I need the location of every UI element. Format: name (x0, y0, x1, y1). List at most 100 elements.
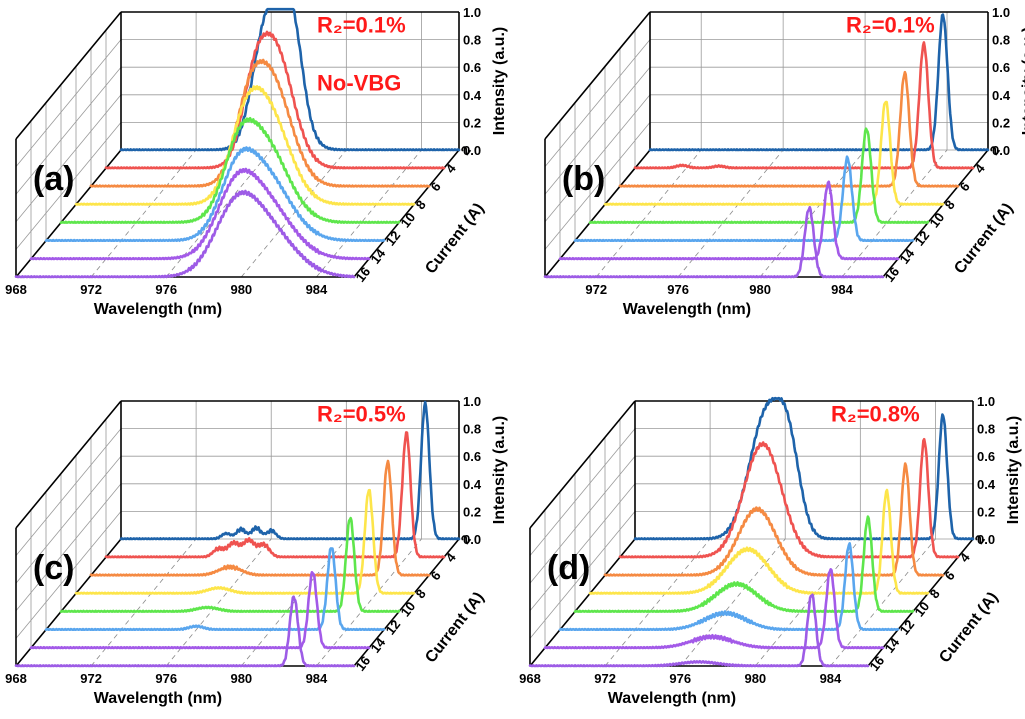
series-line-12A (44, 146, 386, 242)
z-tick-label: 0.4 (463, 477, 482, 492)
panel-label: (c) (33, 549, 75, 587)
z-tick-label: 1.0 (463, 394, 481, 409)
floor-gridline (759, 149, 866, 278)
panel-a: 968 972 976 980 984 Wavelength (nm) 1.0 0.8 0.6 0… (5, 5, 508, 318)
z-tick-label: 0.4 (463, 88, 482, 103)
x-tick-label: 976 (669, 671, 691, 686)
grid-depth (15, 66, 122, 195)
back-wall-grid (634, 400, 973, 540)
grid-depth (15, 455, 122, 584)
grid-depth (15, 511, 122, 639)
z-axis-title: Intensity (a.u.) (491, 416, 508, 524)
z-axis-title: Intensity (a.u.) (491, 27, 508, 135)
series-line-16A (528, 593, 870, 668)
series-line-16A (14, 595, 356, 668)
current-tick-label: 10 (927, 210, 948, 231)
floor-gridline (316, 538, 422, 667)
z-tick-label: 0.6 (992, 60, 1010, 75)
z-tick-label: 0.6 (463, 60, 481, 75)
grid-depth (15, 428, 122, 556)
z-tick-label: 1.0 (992, 5, 1010, 20)
z-tick-label: 0.8 (992, 33, 1010, 48)
axis-edge (544, 149, 651, 278)
series-line-6A (603, 462, 945, 577)
current-tick-label: 16 (882, 264, 903, 285)
axis-edge (15, 149, 122, 278)
current-tick-label: 6 (942, 568, 958, 583)
annotation-text: R₂=0.1% (317, 13, 406, 38)
x-tick-label: 976 (155, 671, 177, 686)
current-tick-label: 8 (942, 197, 958, 212)
series-line-12A (558, 542, 900, 631)
series-line-14A (29, 571, 371, 650)
series-line-14A (29, 167, 371, 261)
grid-depth (15, 94, 122, 223)
x-axis-title: Wavelength (nm) (608, 690, 736, 707)
z-tick-label: 0.8 (463, 33, 481, 48)
current-tick-label: 4 (957, 549, 974, 565)
series-line-6A (618, 70, 960, 188)
annotation-text: R₂=0.1% (846, 13, 935, 38)
x-tick-label: 972 (80, 671, 102, 686)
series-line-14A (543, 568, 885, 650)
current-tick-label: 14 (882, 634, 903, 655)
current-tick-label: 6 (428, 179, 444, 194)
left-wall-grid (15, 11, 122, 278)
floor-gridline (841, 149, 948, 278)
axis-edge (15, 538, 122, 667)
series-line-6A (89, 459, 431, 577)
current-axis-title: Current (A) (422, 589, 487, 666)
current-tick-label: 10 (398, 210, 419, 231)
current-tick-label: 12 (383, 228, 404, 249)
grid-depth (15, 122, 122, 250)
x-tick-label: 984 (820, 671, 842, 686)
floor-gridline (830, 538, 936, 667)
x-axis-title: Wavelength (nm) (94, 690, 222, 707)
x-tick-label: 972 (80, 282, 102, 297)
grid-depth (15, 483, 122, 612)
z-tick-label: 0.8 (463, 422, 481, 437)
axis-edge (867, 538, 974, 667)
current-tick-label: 4 (972, 160, 989, 176)
current-tick-label: 12 (897, 617, 918, 638)
grid-depth (544, 66, 651, 195)
current-tick-label: 12 (383, 617, 404, 638)
series-line-8A (74, 85, 416, 206)
x-tick-label: 972 (585, 282, 607, 297)
current-tick-label: 14 (368, 245, 389, 266)
current-tick-label: 12 (912, 228, 933, 249)
floor-gridline (679, 538, 786, 667)
axes-box (15, 11, 460, 278)
axis-edge (882, 149, 989, 278)
axis-edge (15, 400, 122, 529)
back-wall-grid (120, 400, 459, 540)
series-line-12A (44, 547, 386, 631)
grid-depth (529, 511, 636, 639)
floor-gridline (90, 149, 197, 278)
series-line-6A (89, 58, 431, 188)
x-tick-label: 980 (230, 671, 252, 686)
annotation-text: R₂=0.5% (317, 402, 406, 427)
axis-edge (353, 149, 460, 278)
z-tick-label: 0.8 (977, 422, 995, 437)
x-tick-label: 984 (306, 282, 328, 297)
panel-b: 972 976 980 984 Wavelength (nm) 1.0 0.8 0.6 0.4 0… (543, 5, 1025, 318)
current-tick-label: 4 (443, 549, 460, 565)
series-line-10A (59, 116, 401, 224)
z-tick-label: 0.2 (463, 115, 481, 130)
panel-c: 968 972 976 980 984 Wavelength (nm) 1.0 0.8 0.6 0… (5, 394, 508, 707)
current-tick-label: 6 (957, 179, 973, 194)
grid-depth (529, 455, 636, 584)
series-line-10A (59, 516, 401, 613)
spectra (543, 13, 990, 279)
z-tick-label: 0.6 (463, 449, 481, 464)
series-line-16A (14, 189, 356, 279)
current-tick-label: 16 (867, 653, 888, 674)
floor-gridline (90, 538, 197, 667)
axis-edge (529, 400, 636, 529)
floor-gridline (677, 149, 784, 278)
grid-depth (544, 122, 651, 250)
current-tick-label: 10 (398, 599, 419, 620)
grid-depth (544, 94, 651, 223)
